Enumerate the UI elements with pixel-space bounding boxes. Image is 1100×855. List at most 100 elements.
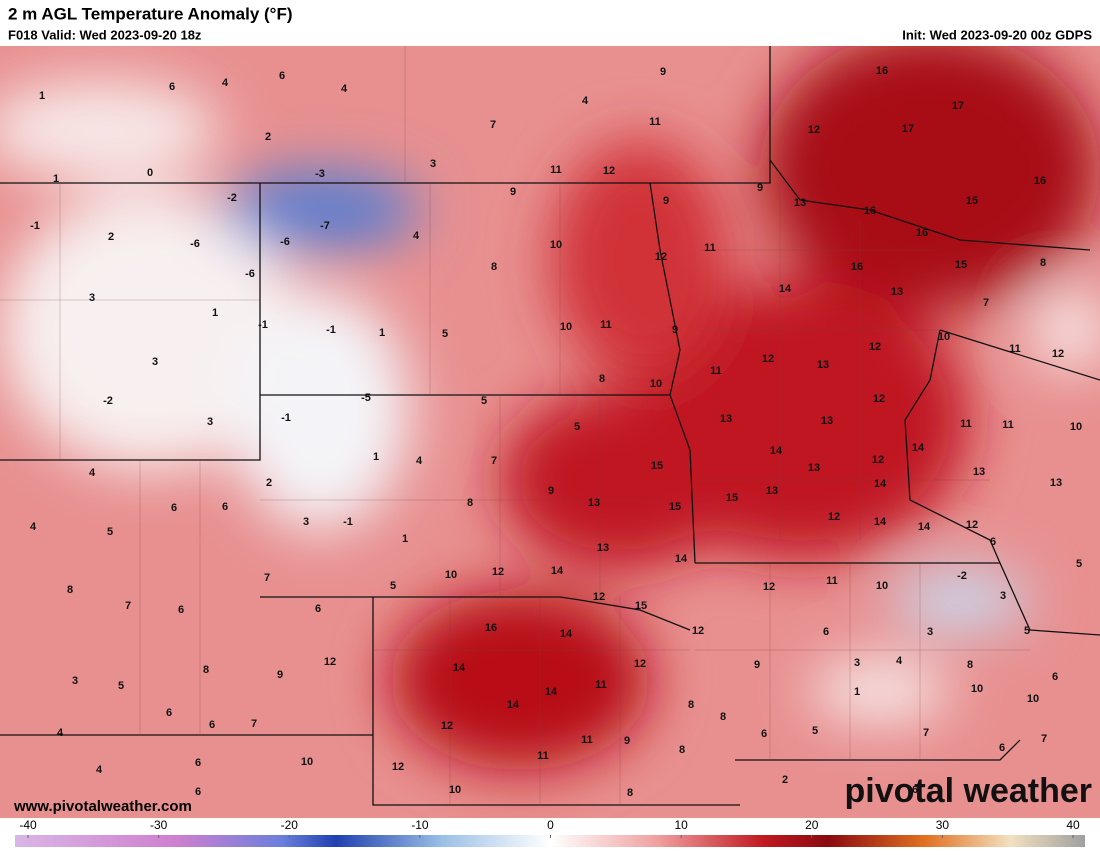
anomaly-label: 8 bbox=[679, 744, 685, 756]
anomaly-label: 12 bbox=[828, 511, 840, 523]
anomaly-label: 3 bbox=[430, 158, 436, 170]
anomaly-label: 14 bbox=[545, 686, 558, 698]
colorbar bbox=[15, 835, 1085, 847]
site-url: www.pivotalweather.com bbox=[13, 798, 192, 815]
anomaly-label: 1 bbox=[39, 90, 45, 102]
anomaly-label: 6 bbox=[315, 603, 321, 615]
anomaly-label: 12 bbox=[324, 656, 336, 668]
anomaly-label: 12 bbox=[966, 519, 978, 531]
anomaly-label: 5 bbox=[574, 421, 580, 433]
anomaly-label: 15 bbox=[635, 600, 647, 612]
anomaly-label: 4 bbox=[896, 655, 903, 667]
colorbar-tick-label: -30 bbox=[150, 818, 168, 832]
anomaly-label: 5 bbox=[812, 725, 818, 737]
anomaly-label: 4 bbox=[416, 455, 423, 467]
anomaly-label: 4 bbox=[341, 83, 348, 95]
anomaly-label: 10 bbox=[971, 683, 983, 695]
anomaly-label: 3 bbox=[303, 516, 309, 528]
anomaly-label: 5 bbox=[481, 395, 487, 407]
anomaly-label: 10 bbox=[938, 331, 950, 343]
anomaly-label: 12 bbox=[655, 251, 667, 263]
anomaly-label: 9 bbox=[663, 195, 669, 207]
anomaly-label: -5 bbox=[361, 392, 371, 404]
anomaly-label: 13 bbox=[766, 485, 778, 497]
anomaly-label: 11 bbox=[581, 734, 593, 746]
anomaly-label: 12 bbox=[762, 353, 774, 365]
anomaly-label: 8 bbox=[467, 497, 473, 509]
anomaly-label: 14 bbox=[560, 628, 573, 640]
anomaly-label: 12 bbox=[763, 581, 775, 593]
anomaly-label: 2 bbox=[265, 131, 271, 143]
anomaly-label: 5 bbox=[1076, 558, 1082, 570]
anomaly-label: 11 bbox=[537, 750, 549, 762]
colorbar-tick-label: 0 bbox=[547, 818, 554, 832]
anomaly-label: 9 bbox=[757, 182, 763, 194]
anomaly-label: 8 bbox=[720, 711, 726, 723]
anomaly-label: 11 bbox=[704, 242, 716, 254]
anomaly-label: 13 bbox=[821, 415, 833, 427]
anomaly-label: 9 bbox=[672, 324, 678, 336]
anomaly-label: 0 bbox=[147, 167, 153, 179]
anomaly-label: 14 bbox=[918, 521, 931, 533]
anomaly-label: -1 bbox=[30, 220, 40, 232]
anomaly-label: 15 bbox=[669, 501, 681, 513]
anomaly-label: 16 bbox=[1034, 175, 1046, 187]
anomaly-label: 6 bbox=[999, 742, 1005, 754]
anomaly-label: 6 bbox=[279, 70, 285, 82]
anomaly-label: 11 bbox=[649, 116, 661, 128]
anomaly-label: 12 bbox=[441, 720, 453, 732]
anomaly-label: 6 bbox=[166, 707, 172, 719]
anomaly-label: 13 bbox=[808, 462, 820, 474]
anomaly-label: -1 bbox=[343, 516, 353, 528]
anomaly-label: 8 bbox=[203, 664, 209, 676]
anomaly-label: -2 bbox=[957, 570, 967, 582]
anomaly-label: 6 bbox=[178, 604, 184, 616]
anomaly-label: 10 bbox=[301, 756, 313, 768]
anomaly-label: 8 bbox=[599, 373, 605, 385]
anomaly-label: 3 bbox=[152, 356, 158, 368]
anomaly-label: 6 bbox=[195, 786, 201, 798]
anomaly-label: -2 bbox=[103, 395, 113, 407]
anomaly-label: 13 bbox=[597, 542, 609, 554]
anomaly-label: 14 bbox=[874, 516, 887, 528]
anomaly-label: 10 bbox=[449, 784, 461, 796]
anomaly-label: 3 bbox=[1000, 590, 1006, 602]
anomaly-label: 11 bbox=[550, 164, 562, 176]
anomaly-label: 5 bbox=[107, 526, 113, 538]
anomaly-label: 14 bbox=[551, 565, 564, 577]
anomaly-label: 16 bbox=[864, 205, 876, 217]
anomaly-label: 6 bbox=[209, 719, 215, 731]
anomaly-label: 14 bbox=[912, 442, 925, 454]
anomaly-label: 9 bbox=[754, 659, 760, 671]
anomaly-label: 11 bbox=[1002, 419, 1014, 431]
anomaly-label: 2 bbox=[108, 231, 114, 243]
anomaly-label: 12 bbox=[692, 625, 704, 637]
anomaly-label: 5 bbox=[390, 580, 396, 592]
anomaly-label: 2 bbox=[266, 477, 272, 489]
anomaly-label: 17 bbox=[952, 100, 964, 112]
anomaly-label: -6 bbox=[245, 268, 255, 280]
anomaly-label: 7 bbox=[490, 119, 496, 131]
colorbar-tick-label: 10 bbox=[674, 818, 688, 832]
anomaly-label: 7 bbox=[264, 572, 270, 584]
anomaly-label: 16 bbox=[485, 622, 497, 634]
anomaly-label: 1 bbox=[379, 327, 385, 339]
anomaly-label: 10 bbox=[550, 239, 562, 251]
anomaly-label: 7 bbox=[923, 727, 929, 739]
anomaly-label: -1 bbox=[281, 412, 291, 424]
anomaly-label: 4 bbox=[30, 521, 37, 533]
anomaly-label: 7 bbox=[491, 455, 497, 467]
anomaly-label: 6 bbox=[823, 626, 829, 638]
anomaly-label: 4 bbox=[222, 77, 229, 89]
anomaly-label: 3 bbox=[89, 292, 95, 304]
colorbar-tick-label: -40 bbox=[19, 818, 37, 832]
anomaly-label: 11 bbox=[600, 319, 612, 331]
anomaly-label: 13 bbox=[588, 497, 600, 509]
anomaly-label: 8 bbox=[688, 699, 694, 711]
anomaly-label: 7 bbox=[1041, 733, 1047, 745]
anomaly-label: 15 bbox=[955, 259, 967, 271]
anomaly-label: 8 bbox=[627, 787, 633, 799]
anomaly-label: 13 bbox=[720, 413, 732, 425]
anomaly-label: 13 bbox=[817, 359, 829, 371]
anomaly-label: 6 bbox=[171, 502, 177, 514]
